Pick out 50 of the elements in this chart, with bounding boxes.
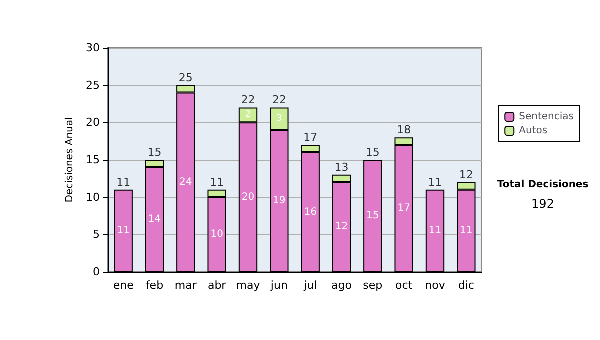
data-label: 15 — [366, 210, 380, 222]
total-label: 17 — [304, 131, 318, 144]
x-tick-label: sep — [363, 279, 383, 292]
data-label: 24 — [180, 176, 192, 188]
data-label: 17 — [398, 203, 410, 214]
legend-label: Autos — [519, 126, 548, 136]
x-tick-label: oct — [396, 279, 414, 292]
x-tick-label: dic — [458, 279, 474, 292]
y-axis-title: Decisiones Anual — [64, 117, 76, 203]
legend-label: Sentencias — [519, 112, 574, 122]
data-label: 3 — [276, 114, 282, 124]
data-label: 19 — [273, 196, 286, 207]
x-tick-label: may — [236, 279, 261, 292]
total-label: 11 — [428, 176, 442, 189]
y-tick-label: 25 — [86, 78, 100, 92]
y-tick-label: 0 — [93, 266, 100, 278]
data-label: 14 — [148, 214, 162, 226]
x-tick-label: feb — [146, 279, 164, 292]
y-tick-label: 20 — [86, 116, 100, 130]
x-tick-label: jul — [303, 279, 318, 292]
x-tick-label: nov — [425, 279, 446, 292]
data-label: 16 — [304, 206, 317, 218]
text: 192 — [532, 197, 554, 211]
data-label: 20 — [242, 192, 255, 203]
total-label: 22 — [272, 94, 286, 107]
total-label: 11 — [116, 176, 131, 189]
y-tick-label: 15 — [86, 154, 100, 166]
total-label: 15 — [366, 146, 380, 159]
data-label: 10 — [210, 229, 224, 240]
x-tick-label: ago — [332, 279, 352, 292]
total-label: 13 — [334, 160, 349, 174]
text: Total Decisiones — [497, 180, 589, 190]
y-tick-label: 5 — [93, 228, 100, 242]
data-label: 11 — [460, 225, 473, 236]
total-label: 18 — [397, 124, 412, 137]
data-label: 12 — [335, 222, 348, 233]
data-label: 11 — [117, 225, 130, 236]
total-label: 11 — [210, 176, 224, 189]
data-label: 2 — [245, 110, 252, 120]
x-tick-label: jun — [270, 279, 288, 292]
data-label: 11 — [428, 225, 442, 236]
y-tick-label: 10 — [86, 190, 100, 204]
x-tick-label: abr — [208, 279, 227, 292]
total-label: 15 — [148, 146, 162, 159]
total-label: 25 — [178, 71, 193, 84]
x-tick-label: ene — [113, 279, 134, 292]
total-label: 22 — [241, 94, 256, 107]
x-tick-label: mar — [174, 279, 198, 292]
total-label: 12 — [459, 168, 474, 182]
y-tick-label: 30 — [86, 42, 100, 54]
